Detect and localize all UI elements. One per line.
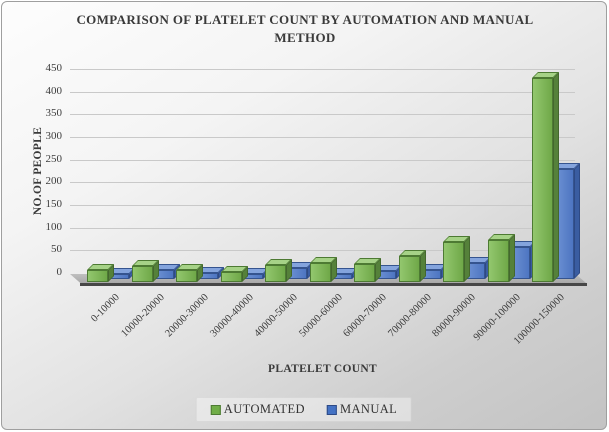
y-tick-label: 100 (45, 220, 63, 233)
gridline (70, 69, 575, 70)
bar-automated-30000-40000 (220, 266, 248, 282)
x-axis-line (80, 283, 587, 286)
bar-automated-0-10000 (87, 264, 114, 282)
y-tick-label: 300 (45, 130, 63, 142)
manual-swatch-icon (326, 404, 337, 415)
gridline (70, 159, 575, 161)
bar-automated-90000-100000 (487, 234, 515, 282)
bar-automated-50000-60000 (309, 257, 337, 282)
x-axis-title: PLATELET COUNT (268, 363, 377, 375)
gridline (70, 205, 575, 206)
y-tick-label: 150 (45, 198, 63, 210)
gridline (70, 227, 575, 229)
automated-swatch-icon (210, 404, 221, 415)
gridline (70, 250, 575, 252)
bar-automated-10000-20000 (131, 260, 159, 282)
y-tick-label: 50 (51, 243, 62, 256)
legend-item-manual: MANUAL (326, 402, 398, 417)
y-tick-label: 0 (56, 266, 63, 278)
y-tick-label: 250 (45, 152, 63, 165)
legend-item-automated: AUTOMATED (210, 402, 305, 417)
legend-label-automated: AUTOMATED (223, 402, 305, 416)
bar-automated-40000-50000 (265, 259, 292, 282)
gridline (70, 114, 575, 116)
y-tick-label: 400 (45, 84, 63, 97)
y-tick-label: 350 (45, 107, 63, 120)
y-tick-label: 200 (45, 175, 63, 188)
legend-label-manual: MANUAL (339, 402, 398, 416)
gridline (70, 182, 575, 184)
chart-title: COMPARISON OF PLATELET COUNT BY AUTOMATI… (76, 12, 534, 46)
bar-automated-100000-150000 (532, 72, 559, 282)
y-tick-label: 450 (45, 62, 63, 74)
bar-automated-70000-80000 (398, 250, 426, 282)
bar-automated-60000-70000 (354, 258, 381, 282)
gridline (70, 137, 575, 138)
gridline (70, 91, 575, 93)
bar-automated-20000-30000 (176, 264, 203, 282)
bar-automated-80000-90000 (443, 236, 470, 282)
legend: AUTOMATED MANUAL (195, 397, 413, 422)
